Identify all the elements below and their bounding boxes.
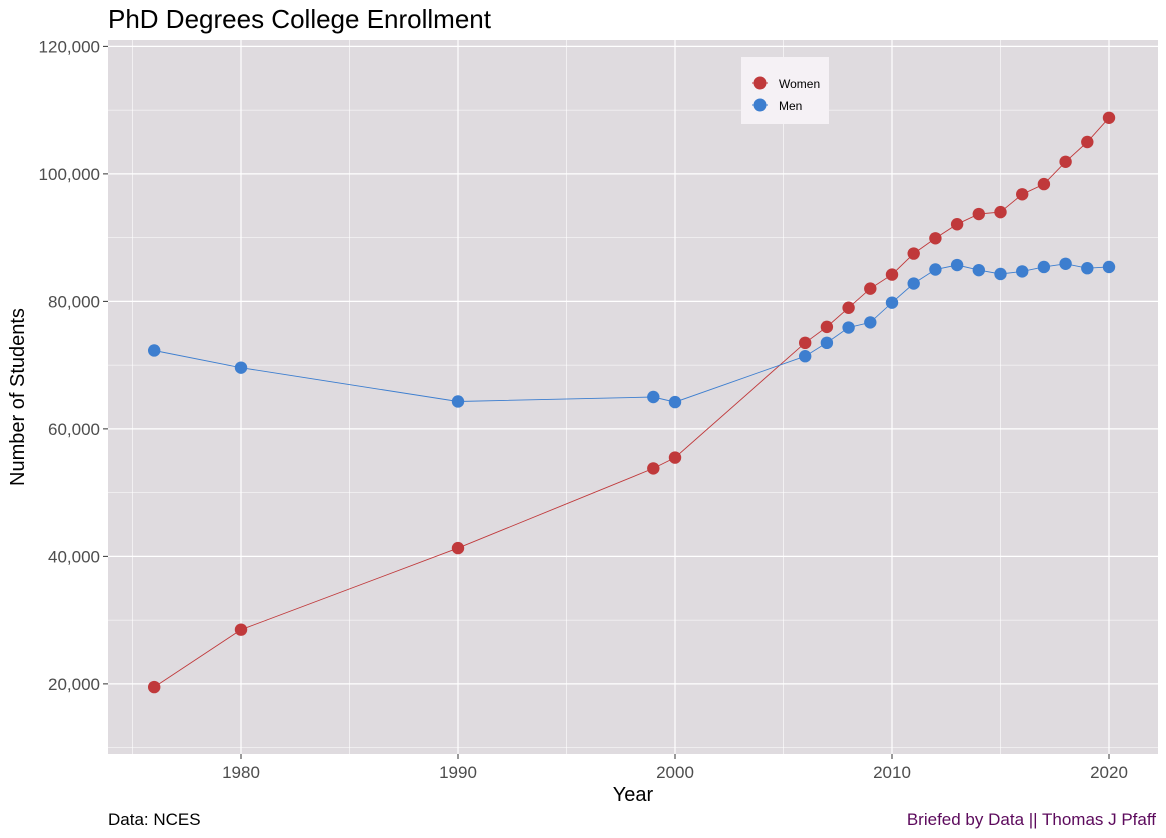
data-point-men	[1059, 257, 1072, 270]
data-point-women	[950, 218, 964, 231]
data-point-women	[820, 320, 834, 334]
data-point-men	[647, 390, 660, 404]
legend-women-label: Women	[779, 77, 820, 91]
data-point-men	[994, 267, 1007, 281]
data-point-women	[668, 451, 682, 464]
x-tick-label: 1990	[439, 763, 477, 782]
data-point-women	[885, 268, 899, 281]
data-point-women	[994, 205, 1007, 219]
x-axis-title: Year	[613, 784, 654, 806]
data-point-men	[842, 321, 855, 334]
legend-men-label: Men	[779, 99, 802, 113]
data-point-men	[799, 350, 812, 363]
data-point-men	[820, 336, 834, 350]
data-point-women	[929, 232, 942, 245]
data-point-women	[1016, 188, 1029, 201]
legend-women-key	[753, 76, 767, 90]
data-point-women	[864, 282, 877, 295]
y-tick-label: 20,000	[48, 675, 100, 694]
data-point-men	[972, 263, 985, 277]
series-women	[148, 111, 1116, 694]
data-point-women	[1081, 135, 1094, 149]
x-tick-label: 2020	[1090, 763, 1128, 782]
grid-lines	[108, 40, 1158, 754]
data-point-men	[1016, 265, 1029, 278]
data-point-men	[148, 344, 161, 357]
data-point-women	[907, 247, 920, 260]
credit-caption: Briefed by Data || Thomas J Pfaff	[906, 810, 1156, 829]
y-tick-label: 120,000	[39, 37, 100, 56]
source-caption: Data: NCES	[108, 810, 201, 829]
data-point-men	[1081, 262, 1094, 275]
data-point-women	[842, 301, 855, 314]
chart-title: PhD Degrees College Enrollment	[108, 4, 491, 34]
plot-panel	[108, 40, 1158, 754]
data-point-women	[1037, 177, 1051, 191]
data-point-women	[148, 680, 161, 694]
data-point-men	[1037, 260, 1051, 274]
data-point-men	[950, 258, 964, 272]
x-tick-label: 1980	[222, 763, 260, 782]
data-point-men	[929, 263, 942, 276]
x-tick-label: 2010	[873, 763, 911, 782]
data-point-women	[799, 336, 812, 350]
legend-men-key	[753, 98, 767, 112]
data-point-men	[907, 277, 920, 290]
data-point-men	[885, 296, 899, 309]
legend-box	[741, 57, 829, 124]
data-point-men	[864, 316, 877, 329]
data-point-men	[451, 395, 465, 408]
y-tick-label: 60,000	[48, 420, 100, 439]
x-tick-label: 2000	[656, 763, 694, 782]
data-point-women	[647, 462, 660, 475]
data-point-women	[451, 541, 465, 555]
series-layer	[148, 111, 1116, 694]
data-point-women	[972, 207, 985, 221]
y-tick-label: 40,000	[48, 547, 100, 566]
y-axis-title: Number of Students	[7, 308, 29, 486]
legend: Women Men	[741, 57, 829, 124]
data-point-women	[1059, 155, 1072, 168]
data-point-women	[234, 623, 248, 636]
data-point-men	[1102, 260, 1116, 274]
axis-ticks: 1980 1990 2000 2010 2020 20,000 40,000 60,000 80…	[39, 37, 1128, 782]
data-point-women	[1102, 111, 1116, 124]
data-point-men	[668, 395, 682, 409]
series-men	[148, 257, 1116, 409]
y-tick-label: 100,000	[39, 165, 100, 184]
y-tick-label: 80,000	[48, 292, 100, 311]
data-point-men	[234, 361, 248, 374]
